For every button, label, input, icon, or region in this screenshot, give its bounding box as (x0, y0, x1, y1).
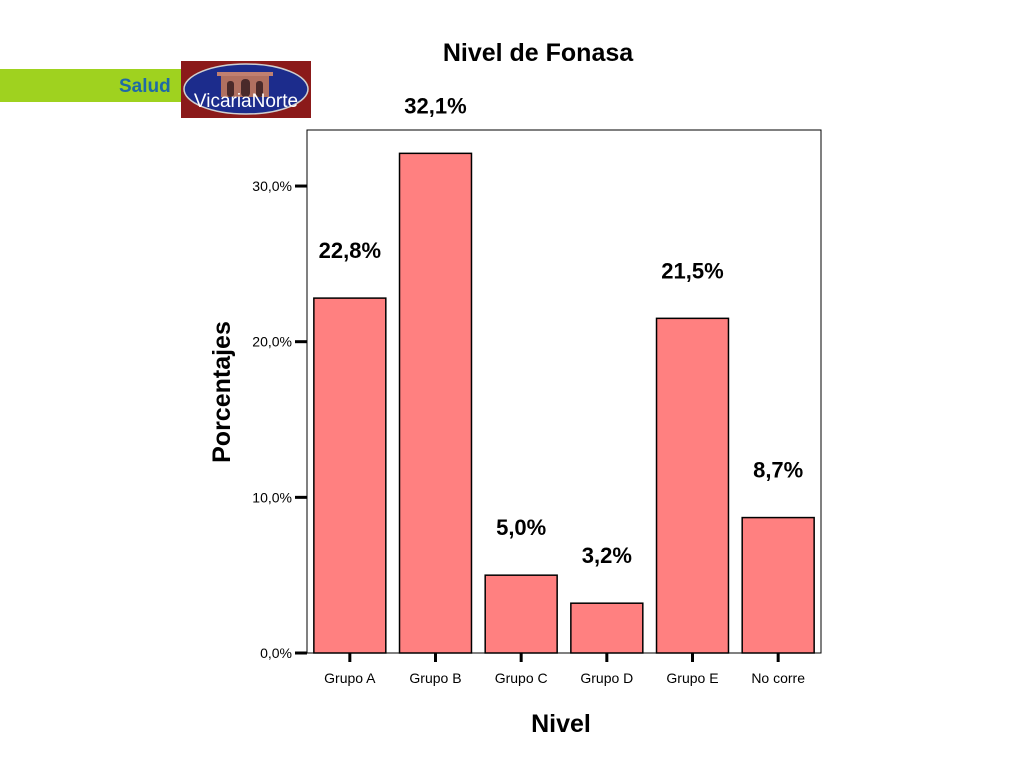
bar-value-label: 3,2% (582, 543, 632, 568)
chart-title: Nivel de Fonasa (443, 39, 634, 67)
vicaria-norte-logo: VicariaNorte (181, 61, 311, 118)
bar-value-label: 5,0% (496, 515, 546, 540)
bar-value-label: 22,8% (319, 238, 381, 263)
bar-grupo-e (655, 317, 730, 654)
header-accent-band (0, 69, 182, 102)
x-tick-label: Grupo A (324, 670, 376, 686)
x-axis-title: Nivel (531, 710, 591, 738)
y-axis-title: Porcentajes (208, 321, 236, 463)
bar-grupo-b (398, 152, 473, 654)
x-tick-label: Grupo E (666, 670, 718, 686)
y-tick-label: 0,0% (260, 645, 292, 661)
bar-grupo-a (313, 297, 387, 654)
x-axis: Grupo A Grupo B Grupo C Grupo D Grupo E No co… (324, 653, 805, 686)
y-axis: 0,0% 10,0% 20,0% 30,0% (252, 178, 307, 661)
x-tick-label: Grupo C (495, 670, 548, 686)
bar-value-label: 32,1% (404, 93, 466, 118)
bar-grupo-d (570, 602, 644, 654)
plot-frame (306, 129, 822, 654)
logo-text: VicariaNorte (194, 91, 298, 112)
y-tick-label: 30,0% (252, 178, 292, 194)
bars-layer: 22,8% 32,1% 5,0% 3,2% 21,5% 8,7% (313, 93, 815, 654)
bar-no-corre (741, 516, 815, 654)
bar-value-label: 8,7% (753, 458, 803, 483)
y-tick-label: 10,0% (252, 489, 292, 505)
bar-grupo-c (484, 574, 558, 654)
x-tick-label: No corre (751, 670, 805, 686)
church-icon (217, 72, 273, 97)
x-tick-label: Grupo D (580, 670, 633, 686)
y-tick-label: 20,0% (252, 334, 292, 350)
x-tick-label: Grupo B (409, 670, 461, 686)
brand-label: Salud (119, 76, 171, 97)
bar-value-label: 21,5% (661, 258, 723, 283)
